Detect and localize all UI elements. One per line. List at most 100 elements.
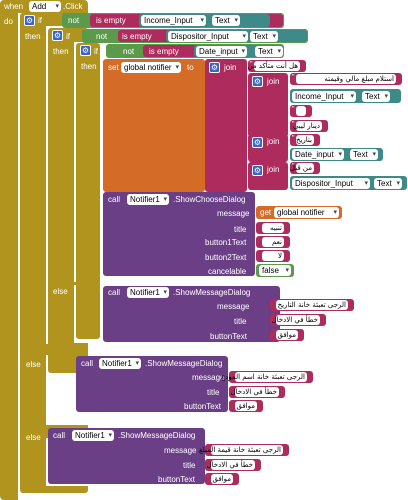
quote-mark: " [292, 74, 295, 81]
is-empty-2-label: is empty [122, 32, 152, 41]
then-2-label: then [53, 47, 69, 56]
text-choose-title-value[interactable]: تنبيه [262, 223, 284, 233]
get-notifier-dropdown[interactable]: global notifier [274, 207, 339, 218]
quote-mark: " [292, 121, 295, 128]
show-choose-dialog-block[interactable] [103, 192, 255, 276]
text-currency-value[interactable]: دينار ليبي [292, 121, 322, 131]
quote-mark: " [250, 61, 253, 68]
set-notifier-block[interactable] [103, 59, 205, 192]
text-button1-value[interactable]: نعم [262, 237, 284, 247]
text-ok-name-value[interactable]: موافق [235, 401, 257, 411]
else-2-label: else [53, 287, 68, 296]
income-input-dropdown-join[interactable]: Income_Input [292, 91, 356, 102]
text-date-label-value[interactable]: بتاريخ [295, 135, 314, 145]
text-prop-dropdown-2[interactable]: Text [250, 31, 278, 42]
text-title-amount-value[interactable]: خطأ في الادخال [206, 460, 255, 470]
param-message-choose: message [217, 209, 250, 218]
text-message-name-value[interactable]: الرجى تعبئة خانة اسم المودع [221, 372, 307, 382]
text-title-date-value[interactable]: خطأ في الادخال [271, 315, 320, 325]
income-input-dropdown-1[interactable]: Income_Input [141, 15, 206, 26]
if-2-label: if [66, 32, 70, 41]
is-empty-3-label: is empty [149, 47, 179, 56]
text-prop-dropdown-3[interactable]: Text [255, 46, 283, 57]
to-label: to [187, 63, 194, 72]
join-inner-3-label: join [267, 165, 280, 174]
notifier-dropdown-choose[interactable]: Notifier1 [127, 194, 169, 205]
text-prop-dropdown-join-3[interactable]: Text [374, 178, 402, 189]
join-outer-label: join [224, 63, 237, 72]
param-title-choose: title [234, 225, 247, 234]
text-from-value[interactable]: من قبل [289, 163, 314, 173]
text-prop-dropdown-1[interactable]: Text [212, 15, 240, 26]
if-2-gear-icon[interactable]: ⚙ [52, 30, 63, 41]
text-message-amount-value[interactable]: الرجى تعبئة خانة قيمة المبلغ [198, 445, 283, 455]
join-inner-2-gear-icon[interactable]: ⚙ [252, 137, 263, 148]
notifier-dropdown-date[interactable]: Notifier1 [127, 287, 169, 298]
param-message-date: message [217, 302, 250, 311]
param-title-name: title [207, 388, 220, 397]
call-label-name: call [81, 359, 94, 368]
join-inner-1-label: join [267, 77, 280, 86]
text-ok-date-value[interactable]: موافق [276, 330, 298, 340]
then-1-label: then [25, 32, 41, 41]
join-block-outer[interactable] [205, 59, 247, 192]
not-2-label: not [96, 32, 108, 41]
text-space-value[interactable] [296, 106, 306, 116]
if-1-gear-icon[interactable]: ⚙ [24, 15, 35, 26]
message-dialog-method-date: .ShowMessageDialog [173, 288, 251, 297]
join-inner-3-gear-icon[interactable]: ⚙ [252, 165, 263, 176]
message-dialog-method-name: .ShowMessageDialog [145, 359, 223, 368]
set-label: set [108, 63, 119, 72]
param-button2: button2Text [205, 253, 247, 262]
quote-mark: " [292, 106, 295, 113]
text-prop-dropdown-join-1[interactable]: Text [362, 91, 390, 102]
date-input-dropdown-join[interactable]: Date_input [292, 149, 344, 160]
param-buttontext-amount: buttonText [158, 475, 195, 484]
param-buttontext-date: buttonText [210, 332, 247, 341]
join-outer-gear-icon[interactable]: ⚙ [209, 62, 220, 73]
text-button2-value[interactable]: لا [262, 251, 284, 261]
quote-mark: " [292, 163, 295, 170]
choose-dialog-method: .ShowChooseDialog [173, 195, 246, 204]
event-name-label: .Click [63, 2, 83, 11]
date-input-dropdown-3[interactable]: Date_input [196, 46, 247, 57]
then-3-label: then [81, 62, 97, 71]
param-buttontext-name: buttonText [184, 402, 221, 411]
call-label-amount: call [53, 431, 66, 440]
param-title-date: title [234, 317, 247, 326]
when-label: when [4, 2, 24, 11]
quote-mark: " [292, 135, 295, 142]
param-cancelable: cancelable [208, 267, 247, 276]
param-title-amount: title [183, 461, 196, 470]
text-title-name-value[interactable]: خطأ في الادخال [230, 387, 279, 397]
text-deposit-value[interactable]: استلام مبلغ مالي وقيمته [296, 74, 396, 84]
text-ok-amount-value[interactable]: موافق [211, 474, 233, 484]
text-message-date-value[interactable]: الرجى تعبئة خانة التاريخ [276, 300, 348, 310]
call-label-choose: call [108, 195, 121, 204]
component-dropdown-add[interactable]: Add [29, 1, 61, 12]
false-dropdown-choose[interactable]: false [259, 265, 291, 276]
param-button1: button1Text [205, 238, 247, 247]
if-block-3[interactable] [76, 43, 100, 339]
text-question-value[interactable]: هل أنت متأكد من [247, 61, 300, 71]
param-message-name: message [192, 373, 225, 382]
join-inner-1-gear-icon[interactable]: ⚙ [252, 76, 263, 87]
text-prop-dropdown-join-2[interactable]: Text [350, 149, 378, 160]
else-1b-label: else [26, 433, 41, 442]
if-1-label: if [38, 16, 42, 25]
is-empty-1-label: is empty [96, 16, 126, 25]
call-label-date: call [108, 288, 121, 297]
dispositor-input-dropdown-join[interactable]: Dispositor_Input [292, 178, 370, 189]
not-3-label: not [123, 47, 135, 56]
notifier-dropdown-name[interactable]: Notifier1 [99, 358, 141, 369]
if-3-gear-icon[interactable]: ⚙ [80, 45, 91, 56]
not-1-label: not [68, 16, 80, 25]
notifier-dropdown-amount[interactable]: Notifier1 [72, 430, 114, 441]
param-message-amount: message [164, 446, 197, 455]
message-dialog-method-amount: .ShowMessageDialog [118, 431, 196, 440]
notifier-variable-dropdown[interactable]: global notifier [121, 62, 181, 73]
else-1-label: else [26, 360, 41, 369]
join-inner-2-label: join [267, 137, 280, 146]
dispositor-input-dropdown-2[interactable]: Dispositor_Input [168, 31, 248, 42]
